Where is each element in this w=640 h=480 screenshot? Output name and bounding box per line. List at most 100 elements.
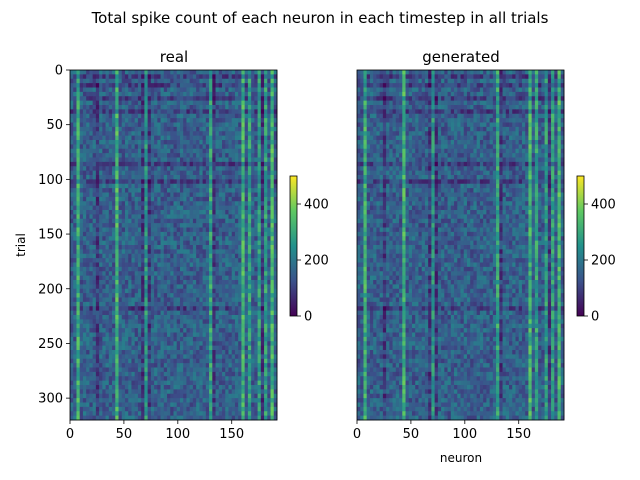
heatmap-cell (212, 301, 216, 307)
heatmap-cell (209, 336, 213, 342)
heatmap-cell (212, 131, 216, 137)
heatmap-cell (179, 135, 184, 141)
heatmap-cell (173, 249, 178, 255)
heatmap-cell (199, 271, 204, 277)
heatmap-cell (134, 249, 139, 255)
heatmap-cell (92, 192, 97, 198)
heatmap-cell (115, 266, 119, 272)
heatmap-cell (247, 201, 252, 207)
heatmap-cell (70, 83, 74, 88)
heatmap-cell (209, 192, 213, 198)
heatmap-cell (79, 301, 84, 307)
heatmap-cell (167, 236, 171, 242)
heatmap-cell (76, 262, 81, 268)
heatmap-cell (176, 140, 181, 145)
heatmap-cell (228, 122, 233, 128)
heatmap-cell (128, 74, 132, 80)
heatmap-cell (73, 183, 77, 189)
heatmap-cell (170, 83, 174, 88)
heatmap-cell (264, 393, 268, 399)
heatmap-cell (183, 87, 187, 93)
heatmap-cell (115, 96, 119, 102)
heatmap-cell (134, 183, 139, 189)
heatmap-cell (231, 363, 236, 368)
heatmap-cell (222, 328, 226, 333)
heatmap-cell (131, 91, 136, 97)
heatmap-cell (179, 87, 184, 93)
heatmap-cell (199, 275, 204, 281)
heatmap-cell (244, 367, 249, 373)
heatmap-cell (99, 210, 103, 215)
heatmap-cell (95, 192, 100, 198)
heatmap-cell (124, 166, 129, 172)
heatmap-cell (150, 345, 155, 351)
heatmap-cell (131, 201, 136, 207)
heatmap-cell (218, 122, 223, 128)
heatmap-cell (121, 240, 126, 246)
heatmap-cell (157, 78, 161, 84)
heatmap-cell (186, 91, 191, 97)
heatmap-cell (241, 231, 246, 237)
heatmap-cell (124, 148, 129, 154)
heatmap-cell (134, 78, 139, 84)
heatmap-cell (105, 389, 110, 395)
heatmap-cell (92, 245, 97, 250)
heatmap-cell (222, 78, 226, 84)
heatmap-cell (215, 253, 220, 259)
heatmap-cell (86, 70, 90, 75)
heatmap-cell (270, 223, 275, 228)
heatmap-cell (222, 175, 226, 180)
heatmap-cell (264, 245, 268, 250)
heatmap-cell (147, 201, 152, 207)
heatmap-cell (70, 266, 74, 272)
heatmap-cell (199, 319, 204, 325)
heatmap-cell (86, 350, 90, 355)
heatmap-cell (102, 118, 106, 123)
heatmap-cell (251, 91, 255, 97)
heatmap-cell (89, 227, 94, 233)
heatmap-cell (95, 231, 100, 237)
heatmap-cell (202, 100, 207, 106)
heatmap-cell (137, 389, 142, 395)
heatmap-cell (186, 288, 191, 294)
heatmap-cell (170, 201, 174, 207)
heatmap-cell (225, 227, 229, 233)
heatmap-cell (147, 131, 152, 137)
heatmap-cell (192, 161, 197, 167)
heatmap-cell (95, 262, 100, 268)
heatmap-cell (273, 258, 278, 263)
heatmap-cell (231, 367, 236, 373)
heatmap-cell (257, 367, 262, 373)
heatmap-cell (128, 271, 132, 277)
heatmap-cell (228, 332, 233, 338)
heatmap-cell (270, 192, 275, 198)
heatmap-cell (76, 328, 81, 333)
heatmap-cell (73, 135, 77, 141)
heatmap-cell (189, 319, 194, 325)
heatmap-cell (112, 210, 116, 215)
heatmap-cell (92, 315, 97, 320)
heatmap-cell (150, 188, 155, 193)
heatmap-cell (238, 118, 242, 123)
heatmap-cell (176, 210, 181, 215)
heatmap-cell (183, 323, 187, 329)
heatmap-cell (231, 271, 236, 277)
heatmap-cell (134, 288, 139, 294)
heatmap-cell (167, 170, 171, 176)
heatmap-cell (254, 70, 258, 75)
heatmap-cell (131, 223, 136, 228)
heatmap-cell (99, 262, 103, 268)
heatmap-cell (121, 148, 126, 154)
heatmap-cell (131, 126, 136, 132)
heatmap-cell (179, 231, 184, 237)
heatmap-cell (176, 113, 181, 119)
heatmap-cell (115, 87, 119, 93)
heatmap-cell (228, 118, 233, 123)
heatmap-cell (99, 227, 103, 233)
heatmap-cell (247, 188, 252, 193)
heatmap-cell (231, 319, 236, 325)
heatmap-cell (73, 100, 77, 106)
heatmap-cell (196, 78, 200, 84)
heatmap-cell (231, 380, 236, 386)
heatmap-cell (215, 201, 220, 207)
